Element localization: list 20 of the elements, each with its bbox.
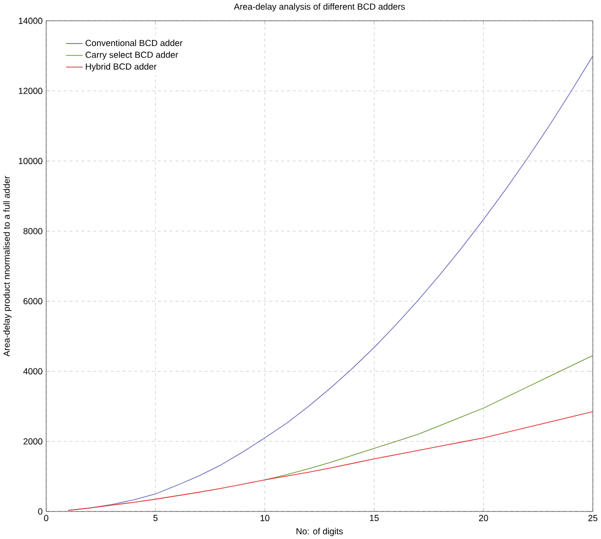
x-tick-label: 10 bbox=[260, 514, 270, 521]
y-tick-label: 14000 bbox=[18, 18, 42, 24]
legend-label: Carry select BCD adder bbox=[86, 51, 178, 60]
x-tick-label: 15 bbox=[370, 514, 379, 521]
x-tick-label: 20 bbox=[479, 514, 488, 521]
y-tick-label: 12000 bbox=[18, 88, 42, 94]
y-tick-label: 4000 bbox=[23, 368, 42, 374]
y-tick-label: 6000 bbox=[24, 298, 42, 304]
y-tick-label: 10000 bbox=[18, 158, 42, 164]
x-tick-label: 25 bbox=[588, 514, 598, 521]
y-axis-title: Area-delay product nnormalised to a full adder bbox=[3, 176, 12, 356]
y-tick-label: 0 bbox=[38, 508, 42, 514]
x-tick-label: 0 bbox=[44, 514, 48, 521]
legend-label: Conventional BCD adder bbox=[86, 39, 182, 46]
chart-title: Area-delay analysis of different BCD adders bbox=[234, 3, 405, 12]
y-tick-label: 2000 bbox=[24, 438, 42, 444]
y-tick-label: 8000 bbox=[23, 228, 42, 234]
x-axis-title: No: of digits bbox=[296, 528, 343, 536]
legend-label: Hybrid BCD adder bbox=[86, 63, 157, 72]
x-tick-label: 5 bbox=[153, 514, 158, 521]
